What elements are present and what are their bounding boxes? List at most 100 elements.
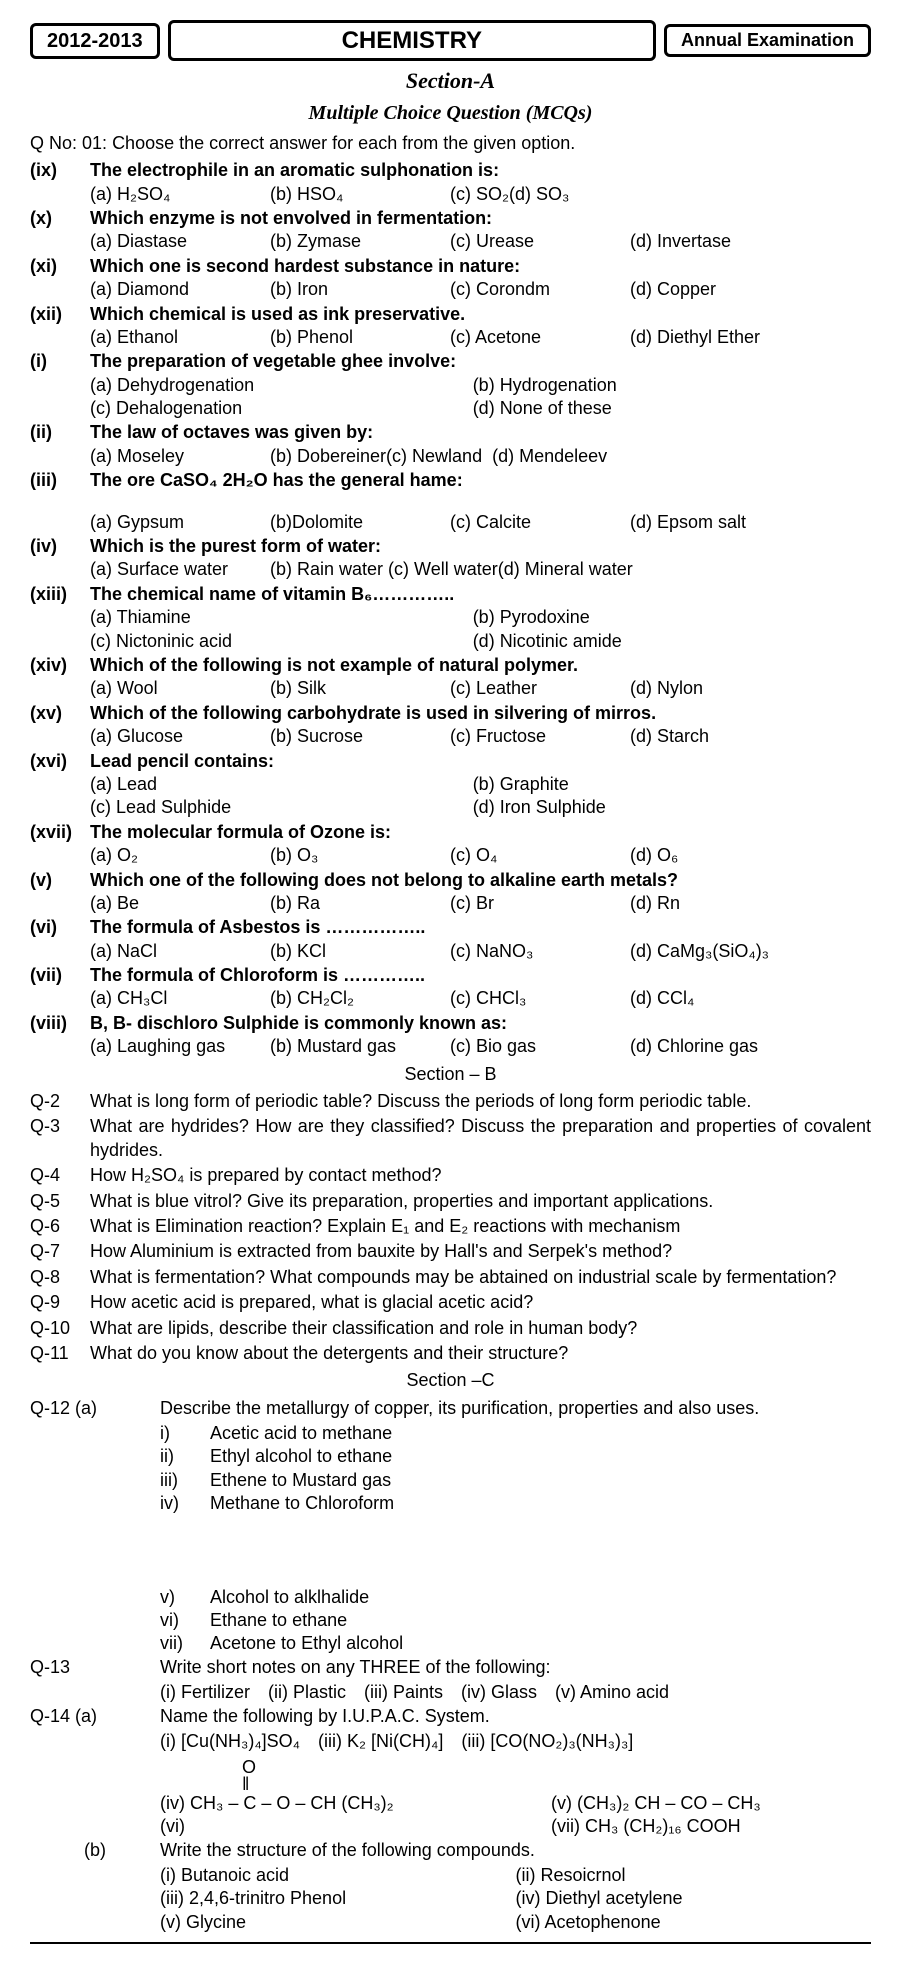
long-question-row: Q-8What is fermentation? What compounds … [30, 1266, 871, 1289]
mcq-num: (x) [30, 207, 90, 254]
mcq-option: (c) Fructose [450, 725, 630, 748]
mcq-row: (xiv)Which of the following is not examp… [30, 654, 871, 701]
mcq-row: (x)Which enzyme is not envolved in ferme… [30, 207, 871, 254]
mcq-question: The molecular formula of Ozone is: [90, 821, 871, 844]
mcq-option: (c) Calcite [450, 511, 630, 534]
mcq-body: The formula of Chloroform is …………..(a) C… [90, 964, 871, 1011]
mcq-body: The ore CaSO₄ 2H₂O has the general hame:… [90, 469, 871, 534]
q14b-list: (i) Butanoic acid(ii) Resoicrnol(iii) 2,… [160, 1864, 871, 1934]
mcq-option: (d) Diethyl Ether [630, 326, 810, 349]
q13-opt: (v) Amino acid [555, 1681, 669, 1704]
mcq-option: (c) Corondm [450, 278, 630, 301]
mcq-num: (iv) [30, 535, 90, 582]
mcq-num: (xv) [30, 702, 90, 749]
mcq-option: (b) Iron [270, 278, 450, 301]
mcq-body: Which enzyme is not envolved in fermenta… [90, 207, 871, 254]
mcq-row: (xvi)Lead pencil contains:(a) Lead(b) Gr… [30, 750, 871, 820]
mcq-options: (a) Lead(b) Graphite(c) Lead Sulphide(d)… [90, 773, 871, 820]
mcq-option: (b) KCl [270, 940, 450, 963]
mcq-options: (a) Dehydrogenation(b) Hydrogenation(c) … [90, 374, 871, 421]
q12-num: Q-12 (a) [30, 1397, 160, 1420]
longq-num: Q-6 [30, 1215, 90, 1238]
mcq-option: (d) Nicotinic amide [473, 630, 856, 653]
mcq-option: (d) Nylon [630, 677, 810, 700]
sub-item: ii)Ethyl alcohol to ethane [160, 1445, 871, 1468]
mcq-body: The molecular formula of Ozone is:(a) O₂… [90, 821, 871, 868]
mcq-option: (b) Zymase [270, 230, 450, 253]
longq-text: How Aluminium is extracted from bauxite … [90, 1240, 871, 1263]
mcq-question: The law of octaves was given by: [90, 421, 871, 444]
mcq-option: (a) CH₃Cl [90, 987, 270, 1010]
mcq-option: (c) NaNO₃ [450, 940, 630, 963]
q1-label: Q No: 01: [30, 133, 107, 153]
q1-instruction: Q No: 01: Choose the correct answer for … [30, 132, 871, 155]
mcq-option: (d) Rn [630, 892, 810, 915]
mcq-option: (a) H₂SO₄ [90, 183, 270, 206]
mcq-question: Which one of the following does not belo… [90, 869, 871, 892]
q14-row2: O ‖ (iv) CH₃ – C – O – CH (CH₃)₂ (v) (CH… [160, 1759, 871, 1815]
mcq-num: (vii) [30, 964, 90, 1011]
mcq-row: (ii)The law of octaves was given by:(a) … [30, 421, 871, 468]
mcq-row: (xi)Which one is second hardest substanc… [30, 255, 871, 302]
mcq-question: The electrophile in an aromatic sulphona… [90, 159, 871, 182]
q14-text: Name the following by I.U.P.A.C. System. [160, 1705, 871, 1728]
mcq-options: (a) Ethanol(b) Phenol(c) Acetone(d) Diet… [90, 326, 871, 349]
mcq-options: (a) Wool(b) Silk(c) Leather(d) Nylon [90, 677, 871, 700]
mcq-option: (b) Rain water (c) Well water(d) Mineral… [270, 558, 643, 581]
mcq-options: (a) Laughing gas(b) Mustard gas(c) Bio g… [90, 1035, 871, 1058]
mcq-body: Which chemical is used as ink preservati… [90, 303, 871, 350]
mcq-row: (xvii)The molecular formula of Ozone is:… [30, 821, 871, 868]
mcq-option: (a) Diamond [90, 278, 270, 301]
mcq-row: (iii)The ore CaSO₄ 2H₂O has the general … [30, 469, 871, 534]
long-question-row: Q-9How acetic acid is prepared, what is … [30, 1291, 871, 1314]
sub-item: iv)Methane to Chloroform [160, 1492, 871, 1515]
mcq-option: (d) Epsom salt [630, 511, 810, 534]
mcq-option: (a) Lead [90, 773, 473, 796]
mcq-num: (xvii) [30, 821, 90, 868]
mcq-question: Which is the purest form of water: [90, 535, 871, 558]
mcq-option: (b) Silk [270, 677, 450, 700]
mcq-options: (a) Be(b) Ra(c) Br(d) Rn [90, 892, 871, 915]
mcq-option: (a) Moseley [90, 445, 270, 468]
mcq-option: (c) CHCl₃ [450, 987, 630, 1010]
mcq-option: (b) Mustard gas [270, 1035, 450, 1058]
q12-row: Q-12 (a) Describe the metallurgy of copp… [30, 1397, 871, 1420]
longq-num: Q-9 [30, 1291, 90, 1314]
longq-num: Q-4 [30, 1164, 90, 1187]
mcq-body: The chemical name of vitamin B₆…………..(a)… [90, 583, 871, 653]
q13-opt: (iv) Glass [461, 1681, 537, 1704]
mcq-options: (a) O₂(b) O₃(c) O₄(d) O₆ [90, 844, 871, 867]
exam-box: Annual Examination [664, 24, 871, 57]
mcq-option: (d) Iron Sulphide [473, 796, 856, 819]
mcq-row: (ix)The electrophile in an aromatic sulp… [30, 159, 871, 206]
mcq-body: Which is the purest form of water:(a) Su… [90, 535, 871, 582]
sub-item: i)Acetic acid to methane [160, 1422, 871, 1445]
mcq-option: (b) O₃ [270, 844, 450, 867]
mcq-options: (a) Diamond(b) Iron(c) Corondm(d) Copper [90, 278, 871, 301]
mcq-option: (c) Bio gas [450, 1035, 630, 1058]
sub-text: Acetic acid to methane [210, 1422, 392, 1445]
mcq-option: (b) Dobereiner(c) Newland [270, 445, 492, 468]
q14-row3: (vi) (vii) CH₃ (CH₂)₁₆ COOH [160, 1815, 871, 1838]
mcq-option: (b) Sucrose [270, 725, 450, 748]
bottom-rule [30, 1942, 871, 1944]
q14-row1: (i) [Cu(NH₃)₄]SO₄(iii) K₂ [Ni(CH)₄](iii)… [160, 1730, 871, 1753]
sub-text: Ethane to ethane [210, 1609, 347, 1632]
mcq-option: (c) Nictoninic acid [90, 630, 473, 653]
mcq-option: (a) Laughing gas [90, 1035, 270, 1058]
longq-num: Q-10 [30, 1317, 90, 1340]
q14b-row-pair: (iii) 2,4,6-trinitro Phenol(iv) Diethyl … [160, 1887, 871, 1910]
mcq-option: (d) Mendeleev [492, 445, 672, 468]
mcq-row: (xii)Which chemical is used as ink prese… [30, 303, 871, 350]
mcq-row: (vii)The formula of Chloroform is …………..… [30, 964, 871, 1011]
mcq-body: The law of octaves was given by:(a) Mose… [90, 421, 871, 468]
mcq-option: (a) Thiamine [90, 606, 473, 629]
q12-text: Describe the metallurgy of copper, its p… [160, 1397, 871, 1420]
mcq-option: (d) CaMg₃(SiO₄)₃ [630, 940, 810, 963]
q12-sublist1: i)Acetic acid to methaneii)Ethyl alcohol… [160, 1422, 871, 1516]
q14-compound: (i) [Cu(NH₃)₄]SO₄ [160, 1730, 300, 1753]
mcq-row: (xiii)The chemical name of vitamin B₆………… [30, 583, 871, 653]
mcq-body: Which one of the following does not belo… [90, 869, 871, 916]
mcq-num: (xiii) [30, 583, 90, 653]
mcq-option: (a) Wool [90, 677, 270, 700]
